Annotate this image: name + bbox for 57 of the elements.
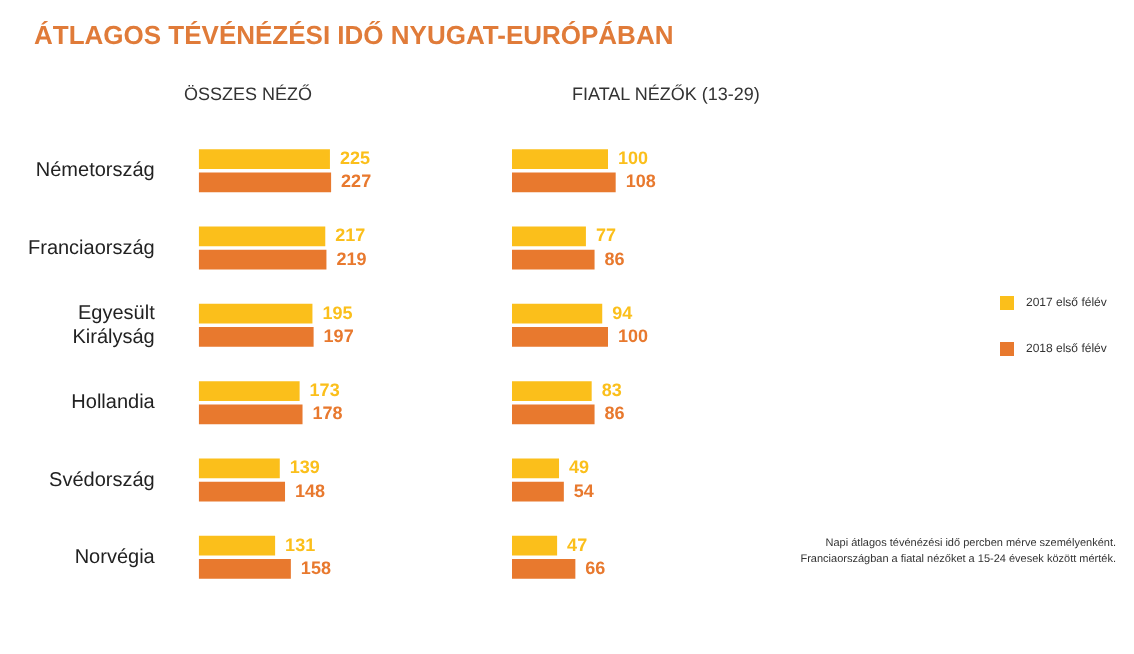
data-label: 83 [601, 380, 622, 401]
data-label: 94 [612, 302, 633, 323]
bar [512, 172, 616, 193]
data-label: 100 [618, 148, 649, 169]
bar [198, 172, 332, 193]
bar [198, 149, 330, 169]
data-label: 66 [585, 557, 606, 578]
y-tick-label: Franciaország [28, 237, 155, 260]
bar [198, 303, 313, 324]
data-label: 173 [309, 380, 340, 401]
bar [512, 249, 595, 270]
data-label: 158 [300, 557, 331, 578]
bar [198, 327, 314, 347]
data-label: 217 [335, 225, 366, 246]
data-label: 131 [285, 534, 316, 555]
y-tick-label: Németország [35, 160, 155, 183]
bar [198, 559, 291, 579]
bar [512, 535, 558, 556]
data-label: 197 [323, 325, 354, 346]
bar [512, 303, 603, 324]
bar [198, 381, 300, 401]
bar [512, 458, 560, 479]
data-label: 195 [322, 302, 353, 323]
chart-title: ÁTLAGOS TÉVÉNÉZÉSI IDŐ NYUGAT-EURÓPÁBAN [34, 20, 674, 50]
bar [198, 226, 326, 247]
data-label: 225 [339, 148, 370, 169]
data-label: 178 [312, 403, 343, 424]
bar [512, 481, 564, 502]
bar [512, 381, 592, 401]
y-tick-label: Norvégia [74, 546, 156, 569]
text: FIATAL NÉZŐK (13-29) [572, 84, 760, 104]
bar [198, 458, 280, 479]
data-label: 219 [336, 248, 367, 269]
data-label: 227 [341, 171, 372, 192]
data-label: 86 [604, 403, 625, 424]
bar [512, 327, 608, 347]
bar [512, 226, 586, 247]
bar [198, 404, 303, 425]
y-tick-label: Svédország [49, 469, 155, 492]
data-label: 47 [567, 534, 588, 555]
bar [512, 404, 595, 425]
data-label: 139 [289, 457, 320, 478]
chart-subtitle: ÖSSZES NÉZŐ [184, 84, 313, 104]
bar [512, 149, 608, 169]
data-label: 86 [604, 248, 625, 269]
data-label: 108 [625, 171, 656, 192]
y-tick-label: Hollandia [71, 392, 156, 415]
data-label: 148 [295, 480, 326, 501]
bar [198, 535, 276, 556]
bar [198, 481, 286, 502]
data-label: 100 [618, 325, 649, 346]
data-label: 54 [573, 480, 594, 501]
data-label: 49 [569, 457, 590, 478]
data-label: 77 [595, 225, 616, 246]
y-tick-label: Egyesült Királyság [72, 302, 156, 349]
bar [198, 249, 327, 270]
bar [512, 559, 576, 579]
